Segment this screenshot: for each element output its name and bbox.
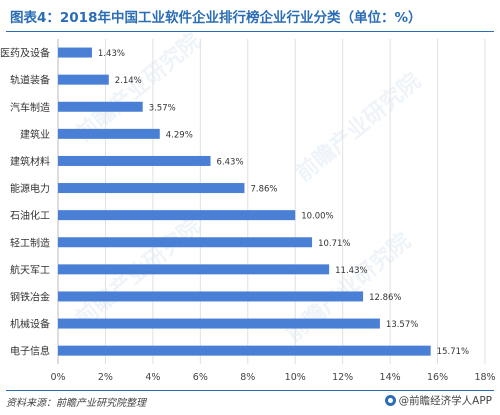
- brand-logo-icon: [384, 395, 396, 406]
- category-label: 轻工制造: [10, 236, 50, 249]
- value-label: 7.86%: [250, 185, 277, 195]
- category-label: 医药及设备: [0, 47, 50, 60]
- source-divider: [6, 390, 494, 391]
- bar: [58, 291, 364, 302]
- x-tick-label: 16%: [427, 372, 448, 383]
- bar: [58, 210, 296, 221]
- value-label: 10.00%: [301, 212, 333, 222]
- x-tick-label: 8%: [240, 372, 255, 383]
- category-label: 钢铁冶金: [10, 290, 50, 303]
- x-tick-label: 2%: [98, 372, 113, 383]
- bar: [58, 128, 160, 139]
- value-label: 6.43%: [217, 157, 244, 167]
- category-label: 建筑材料: [10, 155, 50, 168]
- value-label: 10.71%: [318, 239, 350, 249]
- bar: [58, 345, 431, 356]
- category-label: 建筑业: [20, 128, 50, 141]
- x-tick-label: 4%: [145, 372, 160, 383]
- category-label: 机械设备: [10, 318, 50, 331]
- bar: [58, 74, 109, 85]
- x-tick-label: 18%: [474, 372, 495, 383]
- bar: [58, 47, 92, 58]
- value-label: 13.57%: [386, 320, 418, 330]
- bar: [58, 264, 330, 275]
- brand-tag: @前瞻经济学人APP: [384, 393, 492, 408]
- value-label: 15.71%: [437, 347, 469, 357]
- bar: [58, 155, 211, 166]
- category-label: 轨道装备: [10, 74, 50, 87]
- value-label: 3.57%: [149, 103, 176, 113]
- category-label: 汽车制造: [10, 101, 50, 114]
- bar: [58, 183, 245, 194]
- bar: [58, 318, 380, 329]
- value-label: 2.14%: [115, 76, 142, 86]
- source-note: 资料来源：前瞻产业研究院整理: [6, 398, 146, 409]
- value-label: 1.43%: [98, 49, 125, 59]
- brand-text: @前瞻经济学人APP: [398, 395, 492, 407]
- x-tick-label: 14%: [380, 372, 401, 383]
- x-tick-label: 6%: [193, 372, 208, 383]
- x-tick-label: 12%: [332, 372, 353, 383]
- category-label: 石油化工: [10, 209, 50, 222]
- bar: [58, 237, 313, 248]
- value-label: 11.43%: [335, 266, 367, 276]
- x-tick-label: 0%: [50, 372, 65, 383]
- chart-title: 图表4：2018年中国工业软件企业排行榜企业行业分类（单位：%）: [10, 10, 422, 26]
- bar: [58, 101, 143, 112]
- value-label: 4.29%: [166, 130, 193, 140]
- category-label: 电子信息: [10, 345, 50, 358]
- category-label: 航天军工: [10, 263, 50, 276]
- category-label: 能源电力: [10, 182, 50, 195]
- x-tick-label: 10%: [285, 372, 306, 383]
- bar-chart: 0% 2% 4% 6% 8% 10% 12% 14% 16% 18% 医药及设备 1.43% 轨道装备 2…: [0, 39, 496, 383]
- value-label: 12.86%: [369, 293, 401, 303]
- title-divider: [6, 31, 494, 32]
